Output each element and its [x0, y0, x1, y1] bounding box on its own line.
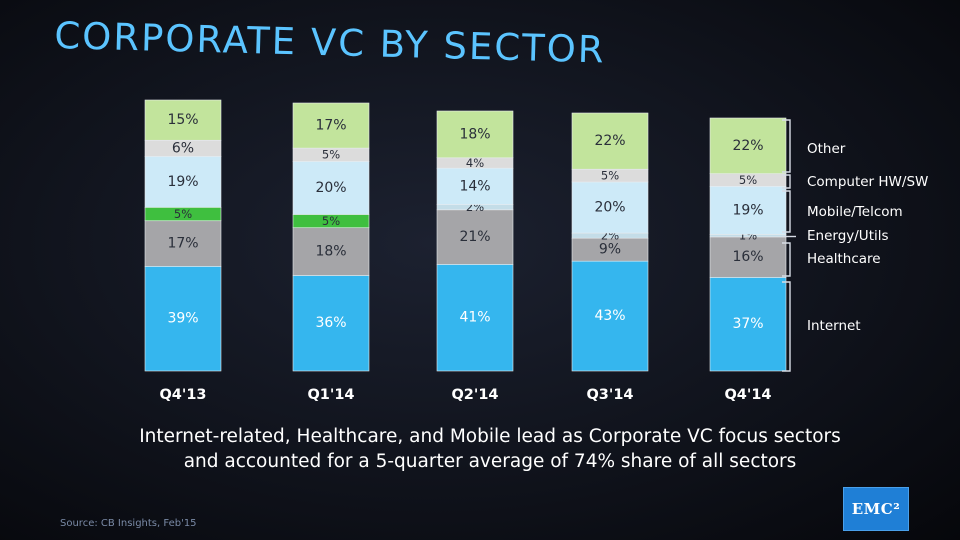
bar-q4-13-mobile-telcom — [144, 156, 222, 208]
source-note: Source: CB Insights, Feb'15 — [60, 518, 197, 529]
value-label-q4-13-healthcare: 17% — [167, 236, 198, 252]
value-label-q2-14-internet: 41% — [459, 310, 490, 326]
x-tick-label-q4-13: Q4'13 — [159, 387, 206, 403]
value-label-q3-14-mobile-telcom: 20% — [594, 200, 625, 216]
value-label-q4-13-other: 15% — [167, 112, 198, 128]
value-label-q1-14-healthcare: 18% — [315, 244, 346, 260]
legend-label-other: Other — [807, 141, 846, 157]
bar-q4-14-other — [709, 117, 787, 174]
value-label-q3-14-computer-hw-sw: 5% — [601, 169, 619, 183]
bar-q2-14-mobile-telcom — [436, 167, 514, 205]
legend-bracket-other — [782, 119, 791, 173]
legend-label-computer-hw-sw: Computer HW/SW — [807, 174, 928, 190]
value-label-q2-14-mobile-telcom: 14% — [459, 178, 490, 194]
legend-label-internet: Internet — [807, 318, 861, 334]
value-label-q4-14-other: 22% — [732, 138, 763, 154]
legend-label-healthcare: Healthcare — [807, 251, 881, 267]
value-label-q4-14-mobile-telcom: 19% — [732, 202, 763, 218]
x-tick-label-q4-14: Q4'14 — [724, 387, 771, 403]
bar-q4-13-internet — [144, 266, 222, 372]
bar-q4-14-healthcare — [709, 236, 787, 278]
legend-label-mobile-telcom: Mobile/Telcom — [807, 204, 903, 220]
bar-q2-14-internet — [436, 264, 514, 372]
value-label-q1-14-internet: 36% — [315, 315, 346, 331]
value-label-q2-14-healthcare: 21% — [459, 229, 490, 245]
bar-q4-13-healthcare — [144, 220, 222, 267]
value-label-q3-14-internet: 43% — [594, 308, 625, 324]
value-label-q4-13-computer-hw-sw: 6% — [172, 140, 194, 156]
bar-q3-14-other — [571, 112, 649, 170]
legend-bracket-computer-hw-sw — [782, 174, 791, 189]
value-label-q4-14-healthcare: 16% — [732, 249, 763, 265]
bar-q1-14-mobile-telcom — [292, 161, 370, 215]
legend-bracket-healthcare — [782, 242, 791, 277]
bar-q4-13-other — [144, 99, 222, 141]
emc-logo-text: EMC² — [851, 500, 901, 518]
bar-q4-14-mobile-telcom — [709, 186, 787, 235]
value-label-q4-13-energy-utils: 5% — [174, 207, 192, 221]
value-label-q4-14-computer-hw-sw: 5% — [739, 173, 757, 187]
x-tick-label-q2-14: Q2'14 — [451, 387, 498, 403]
legend-bracket-internet — [782, 281, 791, 372]
slide-caption: Internet-related, Healthcare, and Mobile… — [40, 424, 940, 474]
bar-q3-14-mobile-telcom — [571, 181, 649, 234]
value-label-q3-14-other: 22% — [594, 133, 625, 149]
bar-q3-14-internet — [571, 260, 649, 372]
emc-logo: EMC² — [843, 487, 909, 531]
legend-bracket-mobile-telcom — [782, 190, 791, 233]
caption-line-1: Internet-related, Healthcare, and Mobile… — [139, 426, 841, 447]
value-label-q1-14-mobile-telcom: 20% — [315, 180, 346, 196]
value-label-q2-14-computer-hw-sw: 4% — [466, 156, 484, 170]
x-tick-label-q1-14: Q1'14 — [307, 387, 354, 403]
value-label-q1-14-energy-utils: 5% — [322, 214, 340, 228]
x-tick-label-q3-14: Q3'14 — [586, 387, 633, 403]
value-label-q4-14-internet: 37% — [732, 316, 763, 332]
bar-q2-14-healthcare — [436, 209, 514, 265]
caption-line-2: and accounted for a 5-quarter average of… — [183, 451, 797, 472]
bar-q2-14-other — [436, 110, 514, 159]
value-label-q4-13-mobile-telcom: 19% — [167, 174, 198, 190]
value-label-q1-14-computer-hw-sw: 5% — [322, 148, 340, 162]
value-label-q1-14-other: 17% — [315, 118, 346, 134]
value-label-q3-14-healthcare: 9% — [599, 242, 621, 258]
legend-label-energy-utils: Energy/Utils — [807, 228, 889, 244]
value-label-q2-14-other: 18% — [459, 126, 490, 142]
value-label-q4-13-internet: 39% — [167, 311, 198, 327]
bar-q1-14-other — [292, 102, 370, 149]
